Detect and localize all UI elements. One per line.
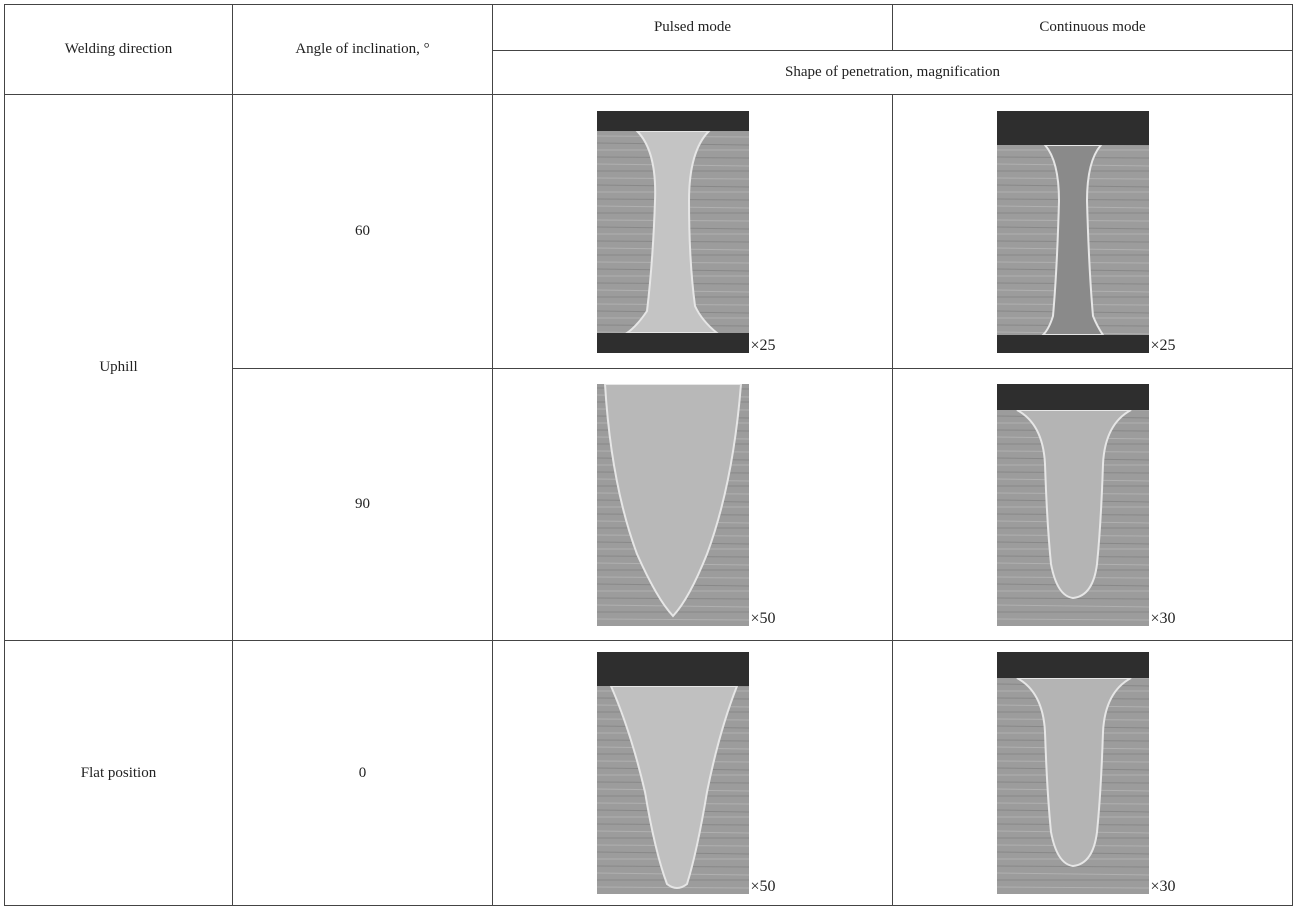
direction-cell: Flat position <box>5 641 233 906</box>
magnification: ×25 <box>1151 337 1176 355</box>
magnification: ×50 <box>751 610 776 628</box>
direction-cell: Uphill <box>5 95 233 641</box>
dark-band <box>997 652 1149 678</box>
magnification: ×50 <box>751 878 776 896</box>
angle-cell: 90 <box>233 369 493 641</box>
angle-cell: 0 <box>233 641 493 906</box>
image-cell: ×30 <box>893 369 1293 641</box>
micrograph-image <box>597 384 749 626</box>
micrograph: ×50 <box>597 652 749 894</box>
dark-band <box>597 652 749 686</box>
header-cell: Angle of inclination, ° <box>233 5 493 95</box>
header-cell: Shape of penetration, magnification <box>493 51 1293 95</box>
micrograph-image <box>997 652 1149 894</box>
micrograph: ×25 <box>997 111 1149 353</box>
dark-band <box>597 111 749 131</box>
micrograph-image <box>597 111 749 353</box>
magnification: ×30 <box>1151 610 1176 628</box>
micrograph: ×30 <box>997 384 1149 626</box>
image-cell: ×25 <box>893 95 1293 369</box>
dark-band <box>997 111 1149 145</box>
dark-band <box>997 335 1149 353</box>
header-cell: Pulsed mode <box>493 5 893 51</box>
micrograph-image <box>997 111 1149 353</box>
row: Flat position 0 ×50 ×30 <box>5 641 1293 906</box>
micrograph-image <box>597 652 749 894</box>
angle-cell: 60 <box>233 95 493 369</box>
micrograph-image <box>997 384 1149 626</box>
header-row: Welding direction Angle of inclination, … <box>5 5 1293 51</box>
micrograph: ×25 <box>597 111 749 353</box>
magnification: ×25 <box>751 337 776 355</box>
dark-band <box>597 333 749 353</box>
row: Uphill 60 ×25 ×25 <box>5 95 1293 369</box>
micrograph: ×50 <box>597 384 749 626</box>
header-cell: Welding direction <box>5 5 233 95</box>
dark-band <box>997 384 1149 410</box>
results-table: Welding direction Angle of inclination, … <box>4 4 1293 906</box>
magnification: ×30 <box>1151 878 1176 896</box>
image-cell: ×50 <box>493 369 893 641</box>
image-cell: ×25 <box>493 95 893 369</box>
image-cell: ×50 <box>493 641 893 906</box>
micrograph: ×30 <box>997 652 1149 894</box>
image-cell: ×30 <box>893 641 1293 906</box>
header-cell: Continuous mode <box>893 5 1293 51</box>
page: Welding direction Angle of inclination, … <box>0 0 1296 912</box>
